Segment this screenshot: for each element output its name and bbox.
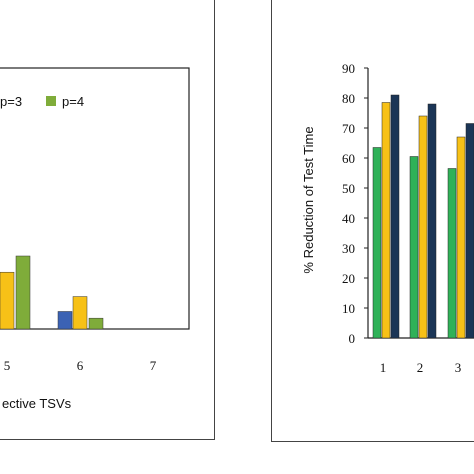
right-bars-group: 1 2 3 bbox=[372, 94, 474, 375]
left-legend: p=3 p=4 bbox=[0, 94, 84, 109]
left-x-axis-title: ective TSVs bbox=[2, 396, 72, 411]
legend-label-p4: p=4 bbox=[62, 94, 84, 109]
right-ytick-label-60: 60 bbox=[342, 151, 355, 166]
legend-swatch-p4 bbox=[46, 96, 56, 106]
right-y-axis-title: % Reduction of Test Time bbox=[301, 126, 316, 273]
right-bar-s2-2 bbox=[418, 115, 428, 339]
right-y-ticks-group: 0 10 20 30 40 50 60 70 80 90 bbox=[342, 61, 368, 346]
right-bar-s1-2 bbox=[409, 156, 419, 339]
right-ytick-label-70: 70 bbox=[342, 121, 355, 136]
right-ytick-label-20: 20 bbox=[342, 271, 355, 286]
left-xtick-7: 7 bbox=[150, 358, 157, 373]
right-ytick-label-40: 40 bbox=[342, 211, 355, 226]
right-bar-s2-1 bbox=[381, 102, 391, 339]
left-bar-blue-6 bbox=[57, 311, 73, 330]
right-bar-s3-2 bbox=[427, 103, 437, 339]
right-bar-s1-3 bbox=[447, 168, 457, 339]
left-xtick-5: 5 bbox=[4, 358, 11, 373]
left-chart-panel bbox=[0, 0, 215, 440]
right-bar-s3-1 bbox=[390, 94, 400, 339]
right-ytick-label-30: 30 bbox=[342, 241, 355, 256]
right-bar-s3-3 bbox=[465, 123, 474, 339]
right-bar-s1-1 bbox=[372, 147, 382, 339]
left-bar-p4-6 bbox=[88, 317, 104, 330]
right-xtick-1: 1 bbox=[380, 360, 387, 375]
left-bar-p3-5 bbox=[0, 271, 15, 330]
right-ytick-label-50: 50 bbox=[342, 181, 355, 196]
right-xtick-2: 2 bbox=[417, 360, 424, 375]
left-bars-group bbox=[0, 255, 104, 330]
right-ytick-label-80: 80 bbox=[342, 91, 355, 106]
right-ytick-label-90: 90 bbox=[342, 61, 355, 76]
legend-label-p3: p=3 bbox=[0, 94, 22, 109]
right-ytick-label-10: 10 bbox=[342, 301, 355, 316]
left-bar-p3-6 bbox=[72, 296, 88, 330]
left-xtick-6: 6 bbox=[77, 358, 84, 373]
right-bar-s2-3 bbox=[456, 136, 466, 339]
right-xtick-3: 3 bbox=[455, 360, 462, 375]
right-chart-panel bbox=[271, 0, 474, 442]
left-bar-p4-5 bbox=[15, 255, 31, 330]
right-ytick-label-0: 0 bbox=[349, 331, 356, 346]
